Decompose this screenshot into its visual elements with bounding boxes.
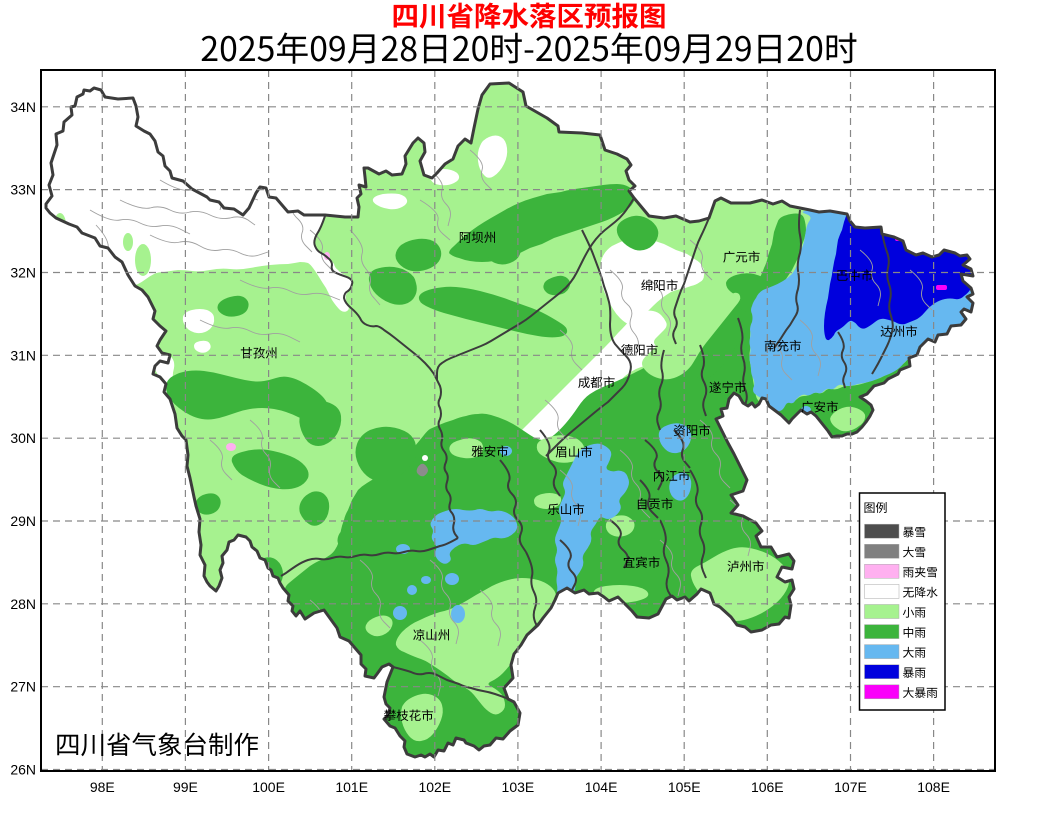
svg-text:30N: 30N bbox=[10, 430, 36, 446]
svg-text:102E: 102E bbox=[418, 779, 451, 795]
svg-text:26N: 26N bbox=[10, 762, 36, 778]
svg-text:104E: 104E bbox=[585, 779, 618, 795]
svg-text:106E: 106E bbox=[751, 779, 784, 795]
svg-text:32N: 32N bbox=[10, 265, 36, 281]
svg-text:103E: 103E bbox=[502, 779, 535, 795]
svg-text:33N: 33N bbox=[10, 182, 36, 198]
svg-text:27N: 27N bbox=[10, 679, 36, 695]
svg-text:100E: 100E bbox=[252, 779, 285, 795]
svg-text:108E: 108E bbox=[917, 779, 950, 795]
svg-text:107E: 107E bbox=[834, 779, 867, 795]
svg-text:31N: 31N bbox=[10, 347, 36, 363]
svg-text:105E: 105E bbox=[668, 779, 701, 795]
svg-text:98E: 98E bbox=[90, 779, 115, 795]
svg-text:34N: 34N bbox=[10, 99, 36, 115]
svg-text:29N: 29N bbox=[10, 513, 36, 529]
svg-text:99E: 99E bbox=[173, 779, 198, 795]
svg-text:101E: 101E bbox=[335, 779, 368, 795]
svg-text:28N: 28N bbox=[10, 596, 36, 612]
